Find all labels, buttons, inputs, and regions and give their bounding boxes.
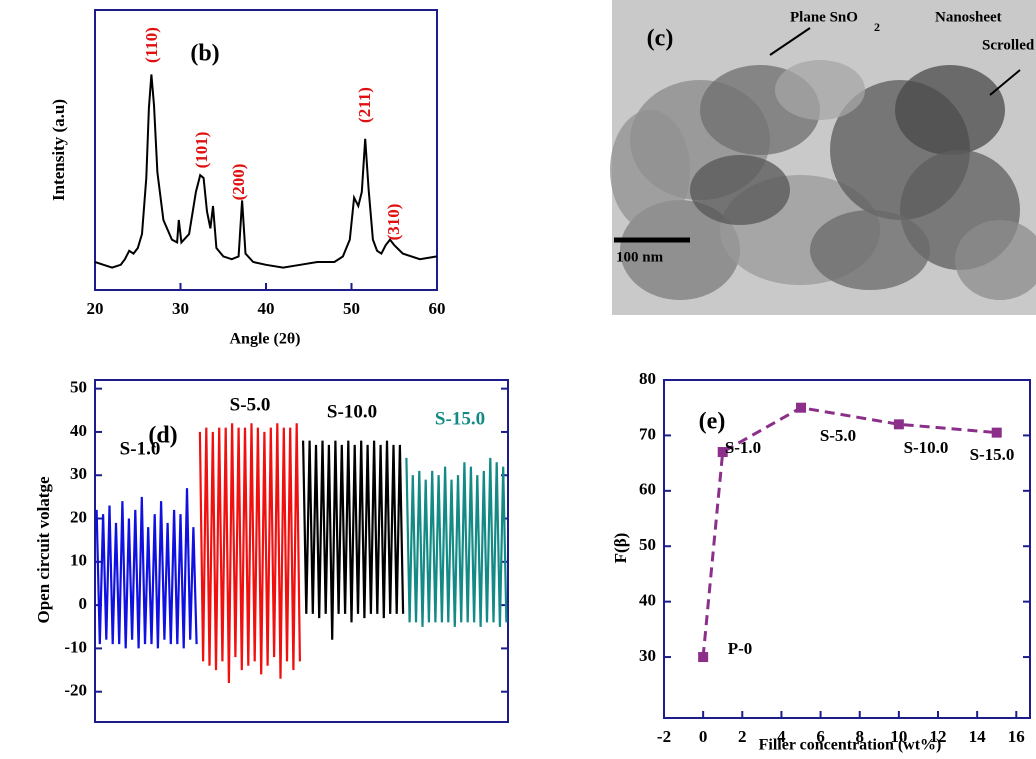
peak-label: (101) xyxy=(192,132,211,169)
x-tick-label: 0 xyxy=(699,727,708,746)
y-axis-label: Intensity (a.u) xyxy=(49,99,68,201)
particle xyxy=(895,65,1005,155)
image-annotation: 2 xyxy=(874,20,880,34)
peak-label: (211) xyxy=(355,87,374,123)
x-tick-label: 30 xyxy=(172,299,189,318)
panel-label: (e) xyxy=(699,409,726,435)
y-tick-label: 50 xyxy=(70,378,87,397)
y-tick-label: -10 xyxy=(64,637,87,656)
y-axis-label: F(β) xyxy=(611,533,630,564)
peak-label: (310) xyxy=(384,204,403,241)
x-tick-label: 10 xyxy=(890,727,907,746)
x-tick-label: 8 xyxy=(855,727,864,746)
data-point xyxy=(991,427,1002,438)
point-label: S-15.0 xyxy=(970,445,1015,464)
y-tick-label: 10 xyxy=(70,551,87,570)
particle xyxy=(610,110,690,230)
x-tick-label: 16 xyxy=(1008,727,1025,746)
particle xyxy=(690,155,790,225)
peak-label: (110) xyxy=(142,27,161,63)
image-annotation: Nanosheet xyxy=(935,9,1002,25)
y-tick-label: 70 xyxy=(639,424,656,443)
panel: -20 -10 0 10 20 30 40 50 (d) Open circuit volatge… xyxy=(34,378,509,723)
series-label: S-15.0 xyxy=(435,408,485,429)
panel: 20 30 40 50 60 (b) Angle (2θ) Intensity (a.u) (1… xyxy=(49,9,446,348)
x-tick-label: 12 xyxy=(930,727,947,746)
x-tick-label: 60 xyxy=(429,299,446,318)
data-line xyxy=(94,74,438,269)
point-label: P-0 xyxy=(728,639,753,658)
particle xyxy=(775,60,865,120)
point-label: S-5.0 xyxy=(820,426,856,445)
particle xyxy=(955,220,1036,300)
point-label: S-10.0 xyxy=(904,438,949,457)
x-tick-label: -2 xyxy=(657,727,671,746)
signal-line xyxy=(405,457,508,627)
signal-line xyxy=(302,440,405,640)
panel-label: (c) xyxy=(647,26,674,52)
x-tick-label: 40 xyxy=(258,299,275,318)
panel-label: (b) xyxy=(190,41,219,67)
y-tick-label: 80 xyxy=(639,369,656,388)
series-label: S-1.0 xyxy=(120,438,161,459)
y-tick-label: 60 xyxy=(639,480,656,499)
peak-label: (200) xyxy=(229,164,248,201)
signal-line xyxy=(95,488,198,649)
tem-image: 100 nm (c) Plane SnO 2 Nanosheet Scrolled xyxy=(610,0,1036,315)
series-label: S-10.0 xyxy=(327,401,377,422)
x-tick-label: 6 xyxy=(816,727,825,746)
y-tick-label: 40 xyxy=(639,591,656,610)
y-tick-label: 40 xyxy=(70,421,87,440)
data-point xyxy=(698,652,709,663)
x-axis-label: Filler concentration (wt%) xyxy=(759,737,942,754)
y-tick-label: 0 xyxy=(79,594,88,613)
y-tick-label: 30 xyxy=(639,646,656,665)
y-tick-label: 50 xyxy=(639,535,656,554)
x-tick-label: 4 xyxy=(777,727,786,746)
y-tick-label: -20 xyxy=(64,681,87,700)
data-point xyxy=(796,402,807,413)
y-tick-label: 30 xyxy=(70,464,87,483)
y-tick-label: 20 xyxy=(70,507,87,526)
data-point xyxy=(893,419,904,430)
series-label: S-5.0 xyxy=(230,394,271,415)
plot-frame xyxy=(663,379,1031,719)
data-point xyxy=(717,447,728,458)
x-tick-label: 50 xyxy=(343,299,360,318)
signal-line xyxy=(198,423,301,684)
panel: 30 40 50 60 70 80 -2 0 2 4 6 8 10 12 14 16 (e) Filler con… xyxy=(611,369,1031,754)
pointer xyxy=(769,27,811,56)
x-tick-label: 20 xyxy=(87,299,104,318)
scale-bar-label: 100 nm xyxy=(616,249,664,265)
pointer xyxy=(989,69,1021,96)
x-tick-label: 2 xyxy=(738,727,747,746)
particle xyxy=(810,210,930,290)
image-annotation: Scrolled xyxy=(982,37,1035,53)
plot-frame xyxy=(94,379,509,723)
x-axis-label: Angle (2θ) xyxy=(229,331,300,348)
y-axis-label: Open circuit volatge xyxy=(34,476,53,623)
point-label: S-1.0 xyxy=(725,438,761,457)
panel-label: (d) xyxy=(148,423,177,449)
x-tick-label: 14 xyxy=(969,727,987,746)
image-annotation: Plane SnO xyxy=(790,9,858,25)
